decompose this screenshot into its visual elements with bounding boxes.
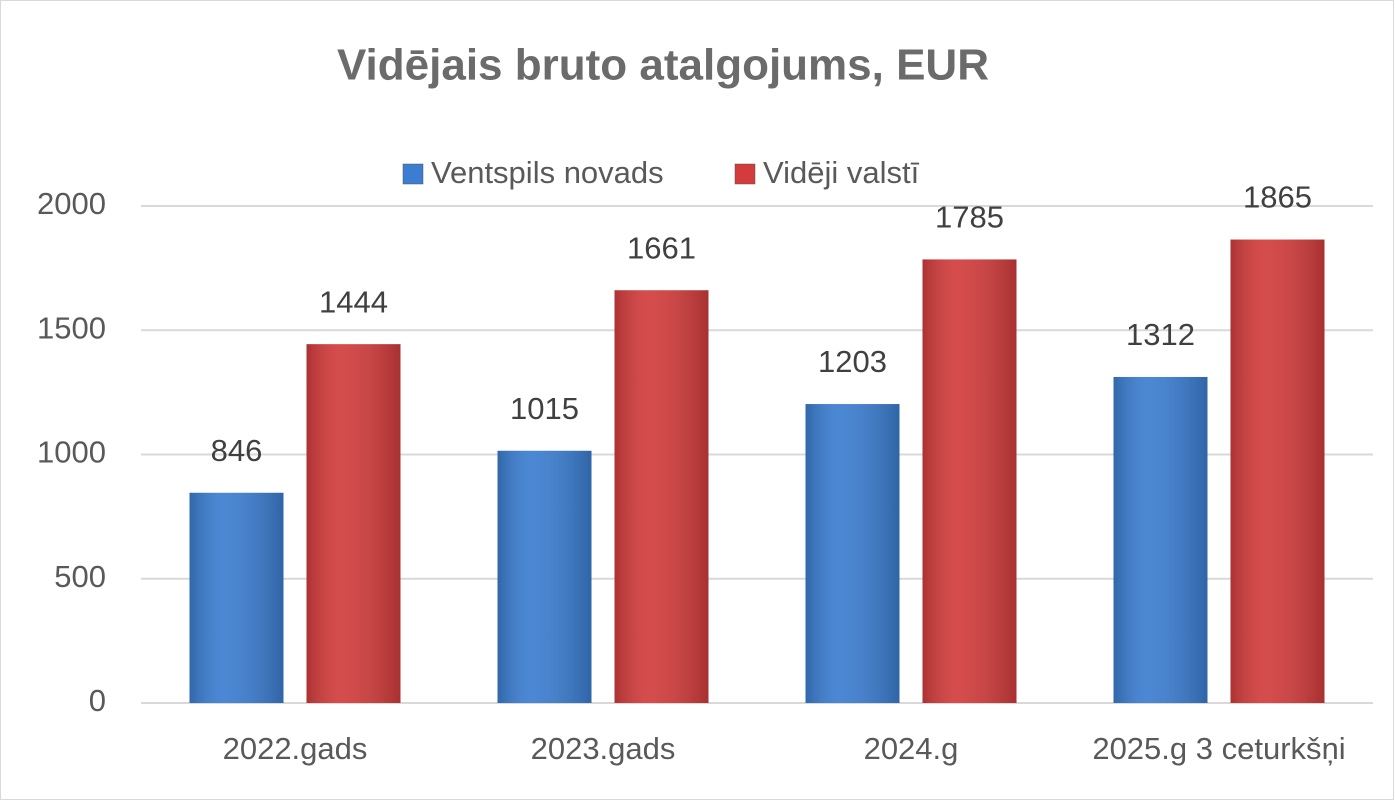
value-label: 1661	[627, 230, 696, 265]
value-label: 846	[211, 433, 263, 468]
chart-title: Vidējais bruto atalgojums, EUR	[337, 41, 989, 90]
legend-marker	[734, 163, 756, 185]
value-label: 1203	[818, 344, 887, 379]
value-label: 1312	[1126, 317, 1195, 352]
value-label: 1444	[319, 284, 388, 319]
x-tick-label: 2025.g 3 ceturkšņi	[1092, 731, 1345, 766]
bar-shade	[1230, 239, 1325, 704]
bar-shade	[497, 450, 592, 703]
y-tick-label: 2000	[37, 186, 106, 221]
bar-shade	[189, 492, 284, 703]
bar-shade	[922, 259, 1017, 703]
value-label: 1865	[1243, 180, 1312, 215]
bar-shade	[306, 344, 401, 703]
value-label: 1785	[935, 200, 1004, 235]
x-tick-label: 2022.gads	[223, 731, 368, 766]
value-label: 1015	[510, 391, 579, 426]
y-tick-label: 1500	[37, 310, 106, 345]
x-tick-label: 2024.g	[864, 731, 959, 766]
y-tick-label: 1000	[37, 435, 106, 470]
x-tick-label: 2023.gads	[531, 731, 676, 766]
legend-marker	[402, 163, 424, 185]
y-tick-label: 0	[89, 683, 106, 718]
y-tick-label: 500	[54, 559, 106, 594]
legend-label: Ventspils novads	[431, 155, 664, 190]
bar-shade	[614, 290, 709, 703]
bar-shade	[1113, 376, 1208, 703]
bar-shade	[805, 404, 900, 703]
legend-label: Vidēji valstī	[763, 155, 920, 190]
